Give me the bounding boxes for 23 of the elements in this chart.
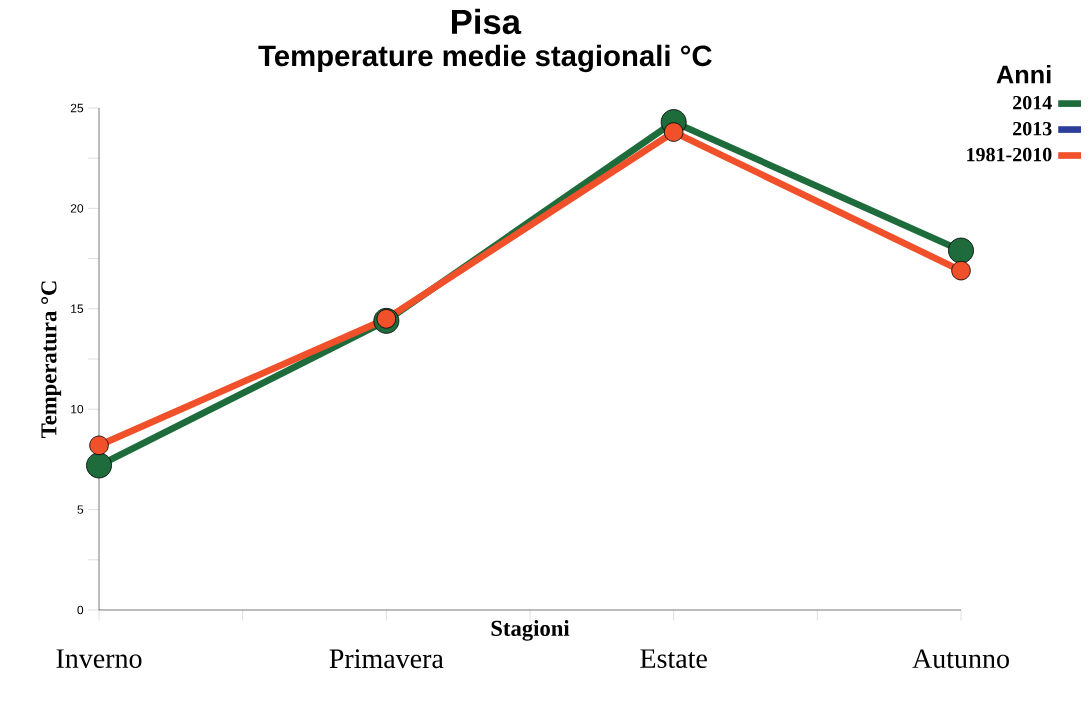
point: [89, 435, 109, 456]
chart-subtitle: Temperature medie stagionali °C: [258, 44, 712, 73]
point: [951, 260, 971, 281]
point: [663, 122, 684, 142]
x-tick-label: Primavera: [329, 649, 444, 669]
chart-title: Pisa: [452, 8, 522, 35]
y-tick-label: 15: [71, 304, 84, 313]
legend-label: 2014: [1013, 95, 1052, 110]
y-tick-label: 10: [71, 404, 84, 414]
x-tick-label: Autunno: [912, 649, 1009, 669]
y-tick-label: 5: [77, 505, 84, 514]
y-tick-label: 0: [77, 605, 84, 615]
x-tick-label: Estate: [640, 649, 707, 668]
y-tick-label: 25: [70, 103, 84, 113]
point: [948, 237, 974, 264]
legend-label: 1981-2010: [967, 147, 1052, 162]
y-axis-title: Temperatura °C: [41, 281, 62, 438]
x-tick-label: Inverno: [56, 649, 142, 668]
y-tick-label: 20: [70, 204, 84, 213]
x-axis-title: Stagioni: [491, 620, 570, 641]
legend-title: Anni: [996, 64, 1051, 84]
point: [86, 452, 112, 479]
legend-label: 2013: [1013, 121, 1052, 136]
